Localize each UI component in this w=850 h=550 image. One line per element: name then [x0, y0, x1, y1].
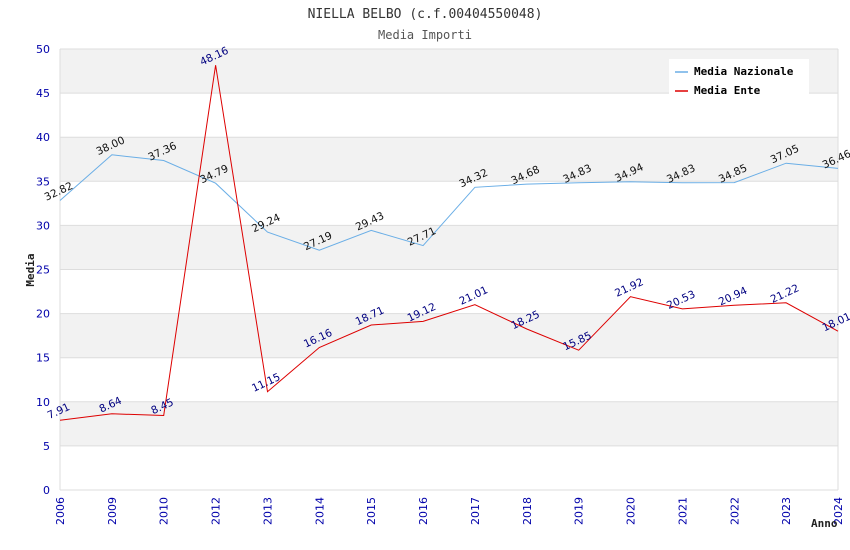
x-tick-label: 2019 — [573, 497, 586, 525]
plot-band — [60, 93, 838, 138]
plot-band — [60, 225, 838, 270]
plot-band — [60, 401, 838, 446]
x-tick-label: 2024 — [832, 497, 845, 525]
x-axis-ticks: 2006 2009 2010 2012 2013 2014 2015 2016 2017 2018… — [54, 497, 845, 525]
x-tick-label: 2021 — [676, 497, 689, 525]
plot-band — [60, 137, 838, 182]
y-tick-label: 40 — [36, 131, 50, 144]
series-line-nazionale — [59, 154, 839, 251]
legend-label-ente: Media Ente — [694, 84, 761, 97]
x-tick-label: 2015 — [365, 497, 378, 525]
legend: Media Nazionale Media Ente — [669, 59, 809, 97]
x-tick-label: 2010 — [158, 497, 171, 525]
y-tick-label: 30 — [36, 219, 50, 232]
x-tick-label: 2022 — [728, 497, 741, 525]
x-tick-label: 2012 — [210, 497, 223, 525]
x-tick-label: 2013 — [261, 497, 274, 525]
plot-band — [60, 357, 838, 402]
x-tick-label: 2014 — [313, 497, 326, 525]
y-tick-label: 15 — [36, 352, 50, 365]
y-tick-label: 10 — [36, 396, 50, 409]
series-line-ente — [59, 65, 839, 421]
x-tick-label: 2016 — [417, 497, 430, 525]
x-tick-label: 2017 — [469, 497, 482, 525]
chart-title: NIELLA BELBO (c.f.00404550048) — [308, 7, 543, 22]
x-tick-label: 2009 — [106, 497, 119, 525]
plot-band — [60, 313, 838, 358]
y-tick-label: 35 — [36, 175, 50, 188]
x-tick-label: 2023 — [780, 497, 793, 525]
gridlines — [59, 48, 839, 491]
x-tick-label: 2018 — [521, 497, 534, 525]
plot-band — [60, 269, 838, 314]
y-tick-label: 20 — [36, 308, 50, 321]
plot-band — [60, 445, 838, 490]
plot-bands — [60, 49, 838, 490]
y-tick-label: 45 — [36, 87, 50, 100]
x-tick-label: 2020 — [625, 497, 638, 525]
y-tick-label: 0 — [43, 484, 50, 497]
chart-subtitle: Media Importi — [378, 28, 472, 42]
plot-band — [60, 181, 838, 226]
y-axis-label: Media — [24, 253, 37, 286]
y-tick-label: 50 — [36, 43, 50, 56]
legend-label-nazionale: Media Nazionale — [694, 65, 794, 78]
y-tick-label: 25 — [36, 264, 50, 277]
y-tick-label: 5 — [43, 440, 50, 453]
x-axis-label: Anno — [811, 517, 838, 530]
legend-box — [669, 59, 809, 97]
y-axis-ticks: 0 5 10 15 20 25 30 35 40 45 50 — [36, 43, 50, 497]
series-lines — [59, 65, 839, 421]
x-tick-label: 2006 — [54, 497, 67, 525]
